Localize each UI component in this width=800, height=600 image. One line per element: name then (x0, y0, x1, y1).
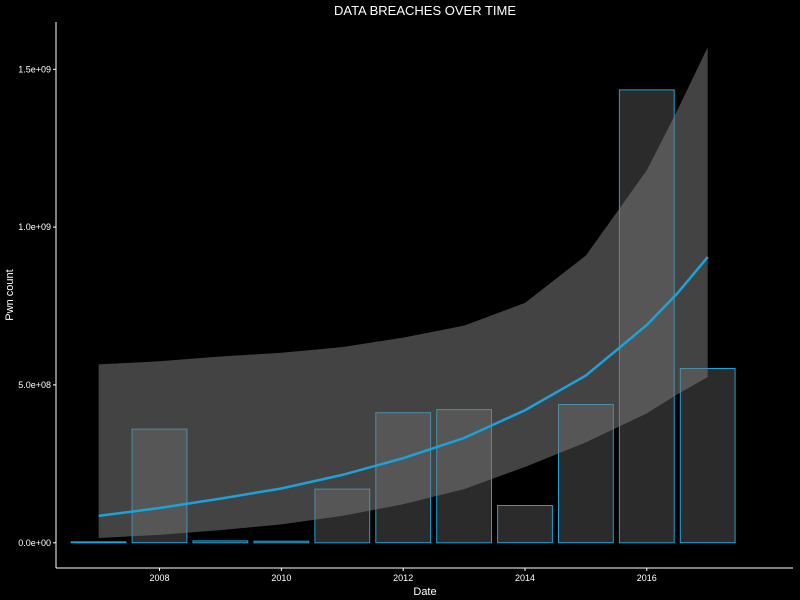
x-ticks: 2008 2010 2012 2014 2016 (149, 568, 657, 583)
y-tick-label: 1.0e+09 (18, 222, 51, 232)
y-axis-title: Pwn count (4, 269, 16, 320)
x-axis-title: Date (413, 586, 436, 598)
confidence-band (98, 47, 708, 538)
y-tick-label: 1.5e+09 (18, 64, 51, 74)
bar-2007 (70, 541, 127, 544)
y-tick-label: 0.0e+00 (18, 538, 51, 548)
bar-2009 (192, 540, 249, 544)
bar-2014 (497, 505, 553, 544)
trend-line-layer (98, 256, 709, 518)
chart-title: DATA BREACHES OVER TIME (334, 3, 516, 18)
bar-2017 (679, 368, 736, 544)
x-tick-label: 2012 (393, 573, 413, 583)
y-tick-label: 5.0e+08 (18, 380, 51, 390)
x-tick-label: 2010 (271, 573, 291, 583)
x-tick-label: 2014 (515, 573, 535, 583)
x-tick-label: 2008 (149, 573, 169, 583)
x-tick-label: 2016 (637, 573, 657, 583)
bar-2010 (253, 540, 310, 544)
trend-line (98, 256, 709, 518)
y-ticks: 0.0e+00 5.0e+08 1.0e+09 1.5e+09 (18, 64, 56, 548)
confidence-band-layer (98, 47, 708, 538)
